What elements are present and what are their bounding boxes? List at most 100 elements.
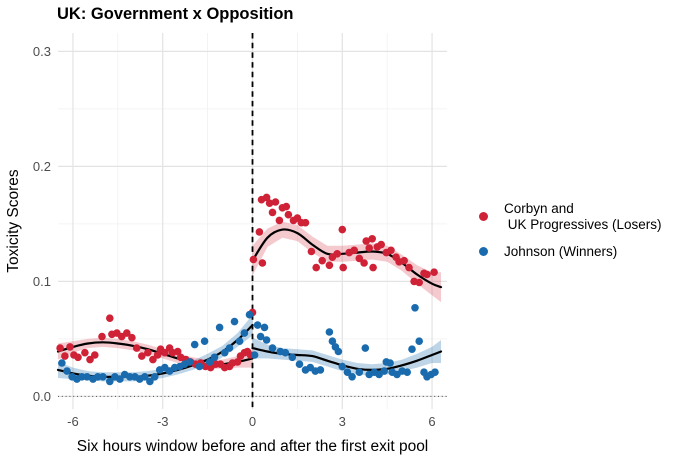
data-point (173, 347, 182, 356)
data-point (268, 344, 277, 352)
data-point (380, 367, 389, 375)
data-point (240, 329, 249, 337)
data-point (362, 237, 371, 245)
data-point (387, 246, 395, 255)
data-point (141, 373, 149, 381)
data-point (81, 348, 89, 357)
data-point (123, 329, 131, 337)
data-point (400, 256, 409, 265)
legend-key-dot-icon (479, 247, 488, 257)
data-point (348, 373, 356, 381)
data-point (98, 332, 106, 341)
data-point (284, 210, 293, 219)
data-point (74, 353, 82, 362)
data-point (106, 314, 114, 323)
data-point (403, 368, 412, 377)
x-tick-label: 3 (339, 414, 346, 429)
data-point (325, 328, 334, 336)
confidence-band (252, 221, 441, 303)
data-point (128, 333, 136, 342)
data-point (265, 199, 274, 207)
data-point (185, 358, 194, 366)
data-point (312, 263, 321, 272)
legend-key-dot-icon (479, 212, 488, 222)
data-point (161, 348, 169, 357)
y-tick-label: 0.0 (33, 389, 51, 404)
data-point (355, 368, 364, 377)
legend-entry: Johnson (Winners) (479, 244, 694, 260)
data-point (220, 348, 229, 357)
data-point (225, 344, 234, 352)
data-point (149, 355, 157, 364)
data-point (288, 353, 297, 362)
data-point (350, 246, 359, 255)
data-point (415, 278, 424, 287)
data-point (250, 351, 259, 359)
data-point (256, 332, 265, 341)
data-point (338, 225, 347, 234)
y-tick-label: 0.2 (33, 159, 51, 174)
x-tick-label: -3 (157, 414, 169, 429)
data-point (63, 367, 71, 375)
data-point (369, 263, 377, 272)
data-point (153, 351, 162, 359)
legend-label: Johnson (Winners) (504, 243, 618, 259)
data-point (431, 368, 439, 377)
data-point (260, 323, 269, 332)
data-point (144, 348, 152, 357)
data-point (195, 362, 204, 371)
data-point (205, 358, 214, 366)
legend: Corbyn and UK Progressives (Losers) Johns… (479, 201, 694, 271)
data-point (275, 216, 284, 225)
data-point (386, 359, 394, 367)
data-point (268, 208, 277, 217)
data-point (318, 256, 327, 265)
data-point (430, 268, 438, 277)
data-point (343, 368, 352, 377)
x-tick-label: 0 (249, 414, 256, 429)
data-point (301, 218, 310, 227)
data-point (368, 235, 377, 243)
data-point (255, 228, 264, 236)
legend-label: Corbyn and UK Progressives (Losers) (504, 201, 662, 232)
data-point (99, 373, 107, 381)
confidence-band (252, 337, 441, 376)
data-point (138, 352, 146, 360)
legend-entry: Corbyn and UK Progressives (Losers) (479, 201, 694, 233)
data-point (86, 355, 94, 364)
data-point (83, 373, 91, 381)
data-point (150, 373, 159, 381)
data-point (361, 344, 370, 352)
data-point (66, 343, 74, 351)
data-point (245, 310, 254, 319)
data-point (271, 198, 280, 206)
data-point (116, 375, 124, 383)
data-point (415, 337, 424, 346)
data-point (282, 202, 291, 211)
data-point (334, 347, 343, 356)
x-axis-title: Six hours window before and after the fi… (76, 438, 429, 455)
data-point (253, 321, 262, 329)
data-point (106, 377, 114, 386)
data-point (249, 255, 258, 264)
data-point (262, 193, 271, 202)
data-point (215, 323, 224, 332)
data-point (408, 345, 416, 354)
data-point (338, 362, 347, 371)
data-point (200, 337, 209, 346)
data-point (262, 336, 271, 344)
data-point (411, 304, 419, 312)
data-point (423, 270, 431, 279)
data-point (405, 263, 413, 272)
data-point (360, 259, 368, 267)
x-tick-label: -6 (67, 414, 79, 429)
x-tick-label: 6 (428, 414, 435, 429)
data-point (328, 337, 337, 346)
data-point (316, 366, 325, 374)
data-point (190, 340, 199, 349)
data-point (235, 337, 244, 346)
data-point (61, 352, 69, 360)
data-point (281, 348, 290, 357)
y-tick-label: 0.1 (33, 274, 51, 289)
